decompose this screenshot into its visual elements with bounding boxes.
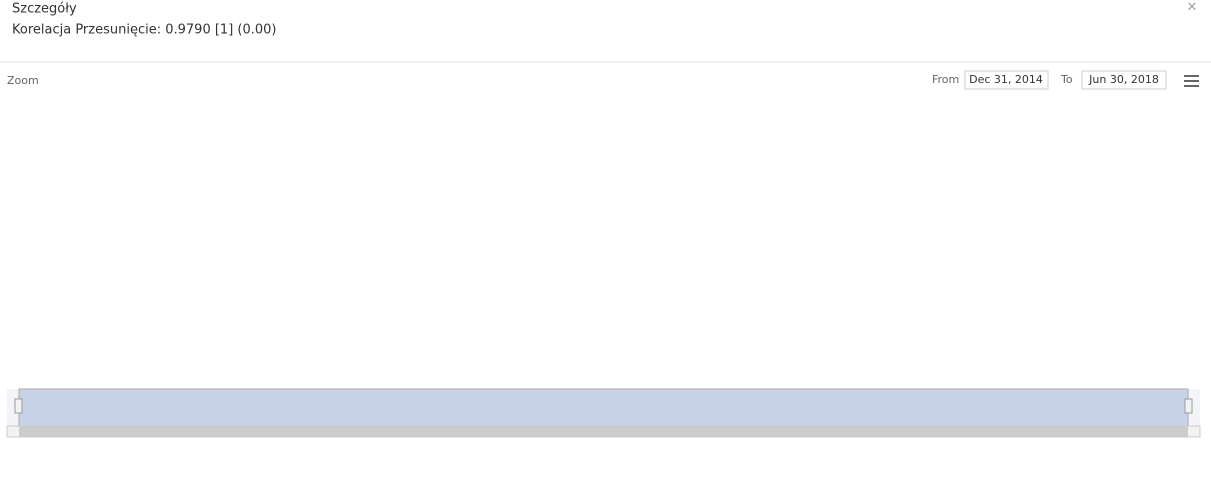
- from-value: Dec 31, 2014: [969, 73, 1043, 86]
- navigator-handle[interactable]: [1184, 398, 1193, 414]
- from-input[interactable]: [964, 70, 1049, 90]
- to-input[interactable]: [1081, 70, 1167, 90]
- to-value: Jun 30, 2018: [1088, 73, 1159, 86]
- navigator-handle[interactable]: [14, 398, 23, 414]
- close-button[interactable]: ×: [1187, 0, 1198, 15]
- scrollbar-thumb[interactable]: [19, 426, 1188, 437]
- dialog-subtitle: Korelacja Przesunięcie: 0.9790 [1] (0.00…: [12, 23, 277, 38]
- navigator-bg: [7, 389, 1200, 426]
- dialog-title: Szczegóły: [12, 2, 77, 17]
- navigator-mask[interactable]: [18, 388, 1189, 427]
- from-label: From: [932, 73, 959, 86]
- menu-button[interactable]: [1184, 75, 1199, 87]
- to-label: To: [1060, 73, 1073, 86]
- zoom-label: Zoom: [7, 74, 39, 87]
